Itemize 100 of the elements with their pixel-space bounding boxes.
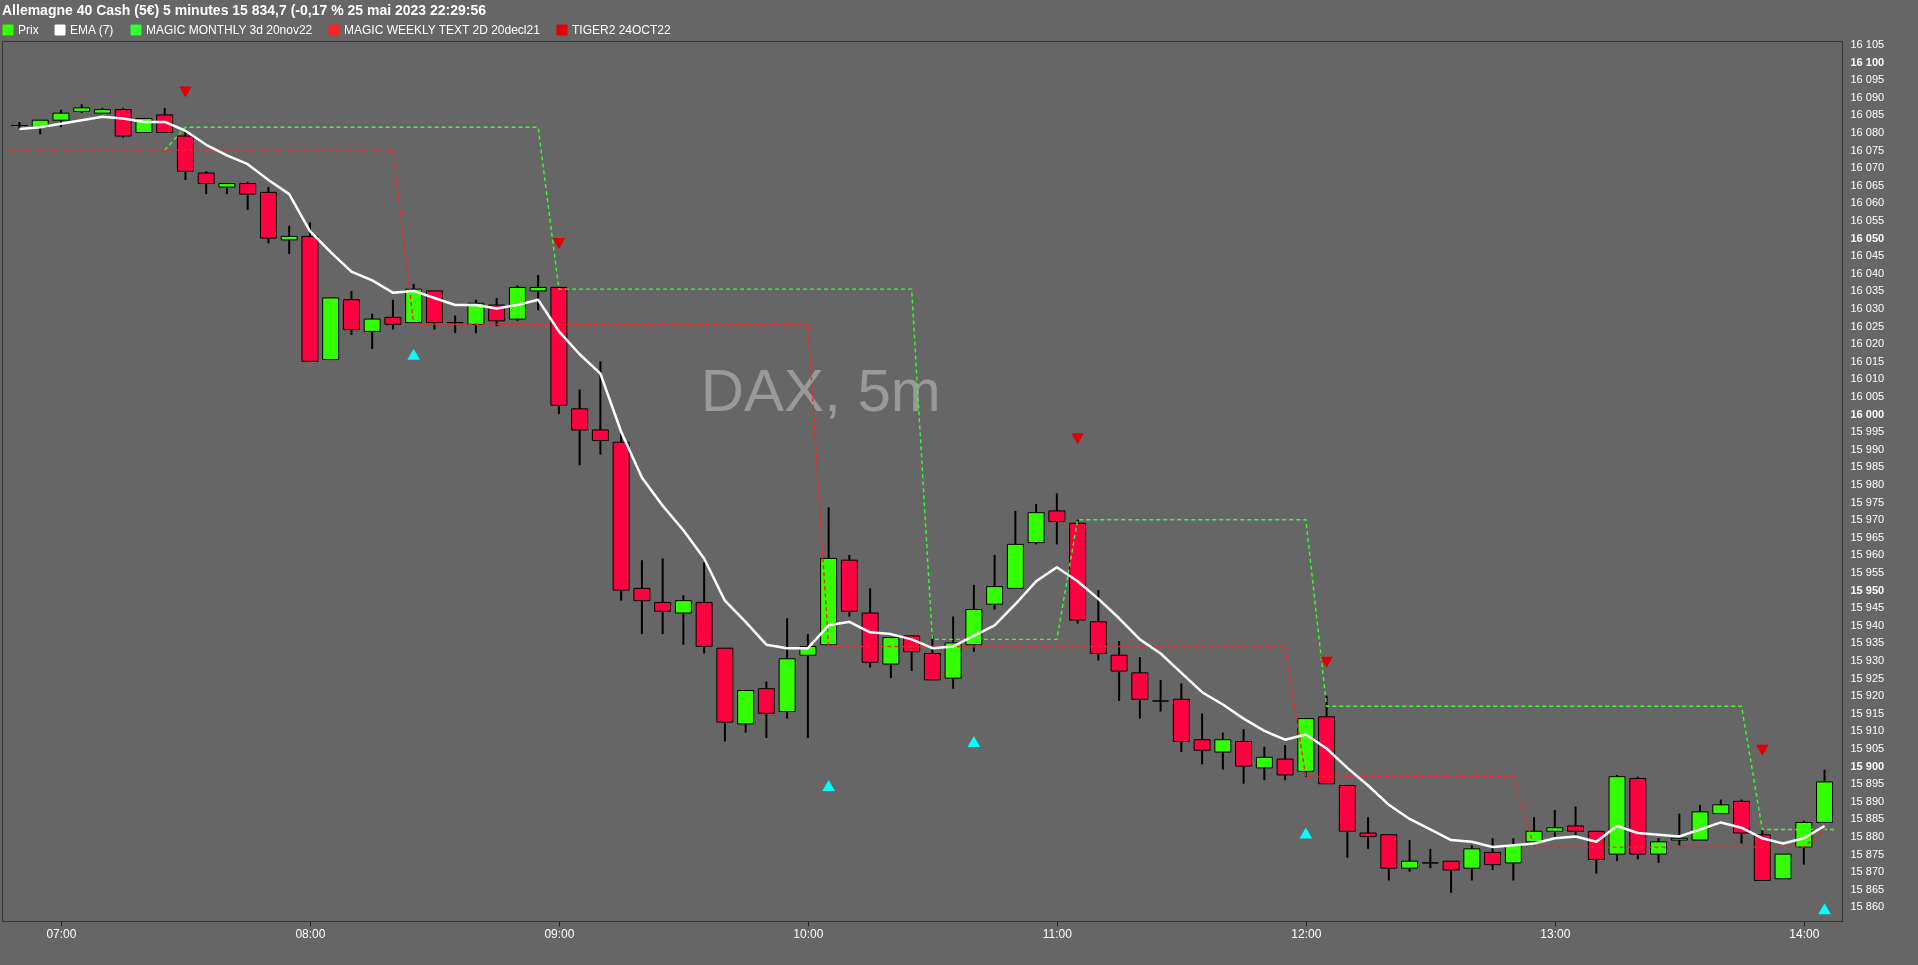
y-tick-label: 15 880 bbox=[1850, 830, 1885, 843]
y-tick-label: 15 985 bbox=[1850, 460, 1885, 473]
y-tick-label: 15 975 bbox=[1850, 495, 1885, 508]
x-tick-label: 13:00 bbox=[1540, 926, 1571, 941]
y-tick-label: 15 900 bbox=[1850, 759, 1885, 772]
y-tick-label: 15 990 bbox=[1850, 442, 1885, 455]
x-tick-label: 12:00 bbox=[1291, 926, 1322, 941]
y-tick-label: 15 955 bbox=[1850, 566, 1885, 579]
candlestick bbox=[633, 559, 651, 636]
point bbox=[1299, 827, 1313, 839]
y-tick-label: 16 065 bbox=[1850, 178, 1885, 191]
candlestick bbox=[197, 170, 215, 196]
y-tick-label: 15 870 bbox=[1850, 865, 1885, 878]
candlestick bbox=[1048, 492, 1066, 546]
candlestick bbox=[674, 594, 692, 646]
point bbox=[822, 780, 835, 791]
candlestick bbox=[239, 180, 257, 211]
candlestick bbox=[1359, 816, 1377, 850]
legend-label: Prix bbox=[18, 23, 39, 37]
point bbox=[1818, 903, 1831, 915]
x-tick-label: 09:00 bbox=[544, 926, 575, 941]
candlestick bbox=[1670, 812, 1688, 847]
y-tick-label: 16 050 bbox=[1850, 231, 1885, 244]
candlestick bbox=[1152, 678, 1170, 713]
y-tick-label: 16 095 bbox=[1850, 73, 1885, 86]
candlestick bbox=[1214, 731, 1232, 771]
y-tick-label: 15 940 bbox=[1850, 618, 1885, 631]
y-tick-label: 16 105 bbox=[1850, 38, 1885, 51]
y-tick-label: 16 015 bbox=[1850, 354, 1885, 367]
y-tick-label: 16 010 bbox=[1850, 372, 1885, 385]
candlestick bbox=[1255, 745, 1273, 782]
x-tick-label: 07:00 bbox=[46, 926, 77, 941]
candlestick bbox=[467, 298, 485, 335]
chart-title: Allemagne 40 Cash (5€) 5 minutes 15 834,7 (-0,17 % 25 mai 2023 22:29:56 bbox=[2, 2, 487, 18]
candlestick bbox=[654, 557, 672, 636]
y-tick-label: 15 885 bbox=[1850, 812, 1885, 825]
candlestick bbox=[529, 274, 547, 312]
point bbox=[552, 237, 566, 249]
candlestick bbox=[1463, 844, 1481, 882]
y-tick-label: 16 100 bbox=[1850, 55, 1885, 68]
y-tick-label: 15 945 bbox=[1850, 601, 1885, 614]
y-tick-label: 15 890 bbox=[1850, 794, 1885, 807]
y-tick-label: 16 020 bbox=[1850, 337, 1885, 350]
y-tick-label: 15 860 bbox=[1850, 900, 1885, 913]
y-tick-label: 16 005 bbox=[1850, 390, 1885, 403]
x-tick-label: 08:00 bbox=[295, 926, 326, 941]
point bbox=[407, 348, 420, 360]
y-tick-label: 16 055 bbox=[1850, 214, 1885, 227]
y-tick-label: 15 910 bbox=[1850, 724, 1885, 737]
candlestick bbox=[591, 360, 609, 456]
candlestick bbox=[1504, 837, 1522, 882]
y-tick-label: 16 045 bbox=[1850, 249, 1885, 262]
y-tick-label: 16 040 bbox=[1850, 266, 1885, 279]
y-tick-label: 15 915 bbox=[1850, 706, 1885, 719]
y-tick-label: 16 075 bbox=[1850, 143, 1885, 156]
candlestick bbox=[1193, 712, 1211, 766]
y-tick-label: 15 905 bbox=[1850, 742, 1885, 755]
candlestick bbox=[1421, 847, 1439, 870]
candlestick bbox=[1110, 640, 1128, 702]
y-tick-label: 15 980 bbox=[1850, 478, 1885, 491]
x-tick-label: 14:00 bbox=[1789, 926, 1820, 941]
y-tick-label: 16 090 bbox=[1850, 90, 1885, 103]
candlestick bbox=[1546, 809, 1564, 840]
y-tick-label: 16 000 bbox=[1850, 407, 1885, 420]
candlestick bbox=[799, 633, 817, 739]
y-tick-label: 16 060 bbox=[1850, 196, 1885, 209]
candlestick bbox=[1276, 744, 1294, 782]
y-tick-label: 15 970 bbox=[1850, 513, 1885, 526]
legend-label: EMA (7) bbox=[70, 23, 114, 37]
point bbox=[1071, 433, 1084, 445]
y-tick-label: 15 865 bbox=[1850, 882, 1885, 895]
y-tick-label: 15 995 bbox=[1850, 425, 1885, 438]
y-tick-label: 15 875 bbox=[1850, 847, 1885, 860]
candlestick bbox=[986, 553, 1004, 611]
y-tick-label: 16 070 bbox=[1850, 161, 1885, 174]
y-tick-label: 15 930 bbox=[1850, 654, 1885, 667]
legend-label: TIGER2 24OCT22 bbox=[572, 23, 672, 37]
point bbox=[967, 736, 981, 747]
candlestick bbox=[571, 388, 589, 467]
y-tick-label: 15 965 bbox=[1850, 530, 1885, 543]
y-tick-label: 16 025 bbox=[1850, 319, 1885, 332]
candlestick bbox=[384, 298, 402, 331]
point bbox=[179, 86, 192, 98]
candlestick bbox=[1401, 839, 1419, 873]
y-tick-label: 15 920 bbox=[1850, 689, 1885, 702]
candlestick bbox=[1484, 837, 1502, 871]
y-tick-label: 16 035 bbox=[1850, 284, 1885, 297]
point bbox=[1755, 744, 1769, 756]
y-tick-label: 15 935 bbox=[1850, 636, 1885, 649]
legend-label: MAGIC WEEKLY TEXT 2D 20decl21 bbox=[344, 23, 541, 37]
candlestick bbox=[1442, 860, 1460, 894]
y-tick-label: 15 895 bbox=[1850, 777, 1885, 790]
point bbox=[1320, 656, 1333, 668]
y-tick-label: 16 080 bbox=[1850, 126, 1885, 139]
x-tick-label: 11:00 bbox=[1042, 926, 1073, 941]
x-tick-label: 10:00 bbox=[793, 926, 824, 941]
candlestick bbox=[280, 224, 298, 255]
y-tick-label: 16 085 bbox=[1850, 108, 1885, 121]
y-tick-label: 16 030 bbox=[1850, 302, 1885, 315]
candlestick bbox=[363, 312, 381, 350]
